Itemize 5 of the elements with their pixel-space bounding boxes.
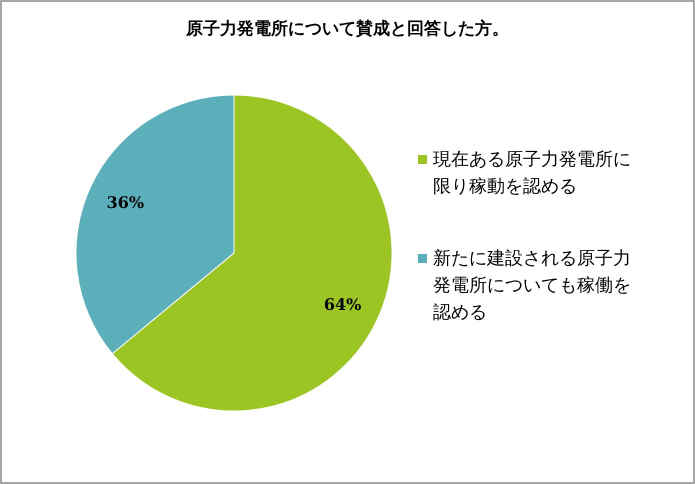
data-label: 36%	[106, 192, 144, 212]
data-label: 64%	[324, 295, 362, 314]
chart-title: 原子力発電所について賛成と回答した方。	[185, 19, 509, 39]
legend-label: 新たに建設される原子力発電所についても稼働を認める	[433, 248, 631, 323]
legend-label: 現在ある原子力発電所に限り稼動を認める	[433, 149, 631, 197]
